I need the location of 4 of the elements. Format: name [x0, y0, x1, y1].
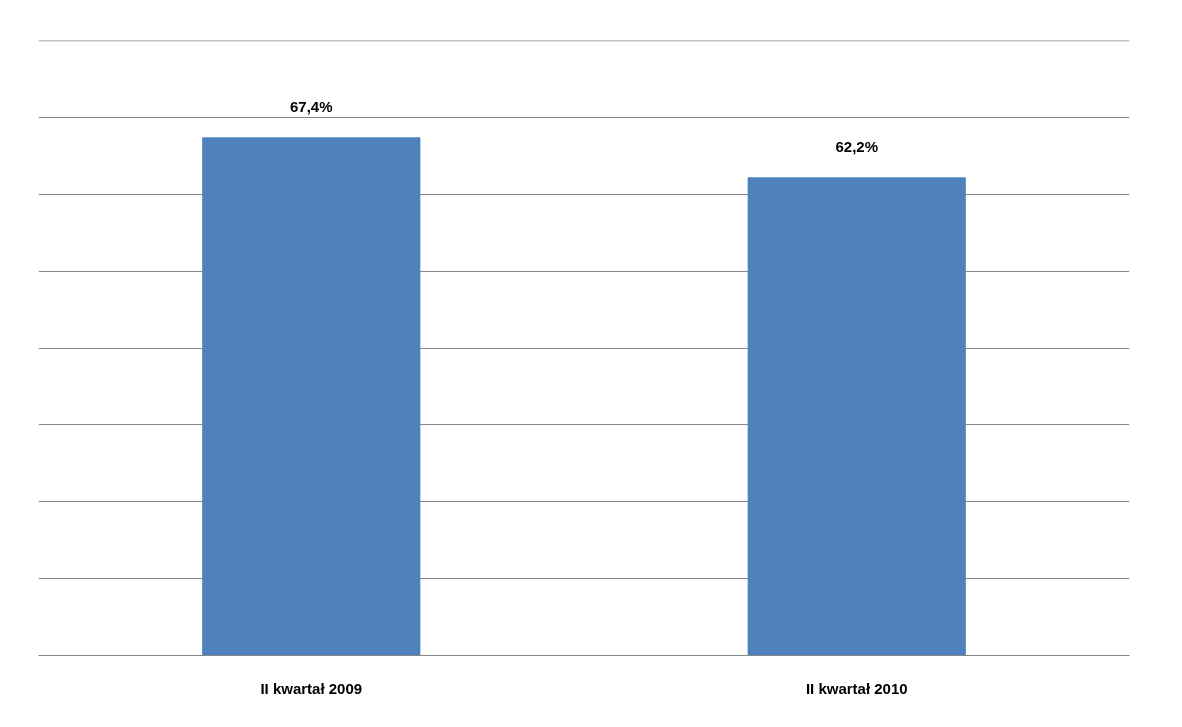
- data-label: 67,4%: [289, 98, 333, 116]
- data-label: 62,2%: [835, 138, 879, 156]
- x-tick-label: II kwartał 2009: [260, 679, 363, 697]
- x-tick-label: II kwartał 2010: [805, 679, 908, 697]
